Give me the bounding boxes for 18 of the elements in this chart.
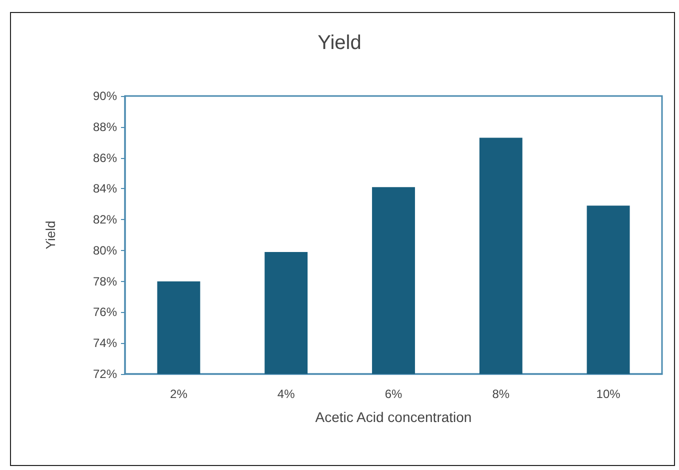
x-tick-label: 4% bbox=[277, 387, 296, 401]
y-tick-label: 84% bbox=[92, 182, 118, 196]
y-tick-label: 80% bbox=[92, 243, 118, 258]
y-tick-label: 74% bbox=[92, 336, 118, 350]
y-tick-label: 78% bbox=[92, 274, 118, 288]
chart-title: Yield bbox=[318, 32, 362, 54]
y-tick-label: 76% bbox=[92, 305, 118, 320]
x-axis-title: Acetic Acid concentration bbox=[315, 409, 472, 425]
x-tick-label: 2% bbox=[170, 387, 188, 401]
y-tick-label: 88% bbox=[92, 120, 118, 134]
y-tick-label: 72% bbox=[92, 367, 118, 381]
x-tick-label: 8% bbox=[492, 387, 510, 401]
y-tick-label: 82% bbox=[92, 212, 118, 227]
y-axis-title: Yield bbox=[43, 220, 58, 250]
x-tick-label: 10% bbox=[596, 387, 621, 401]
x-tick-label: 6% bbox=[384, 387, 402, 401]
y-tick-label: 90% bbox=[92, 89, 118, 103]
y-tick-label: 86% bbox=[92, 150, 118, 165]
